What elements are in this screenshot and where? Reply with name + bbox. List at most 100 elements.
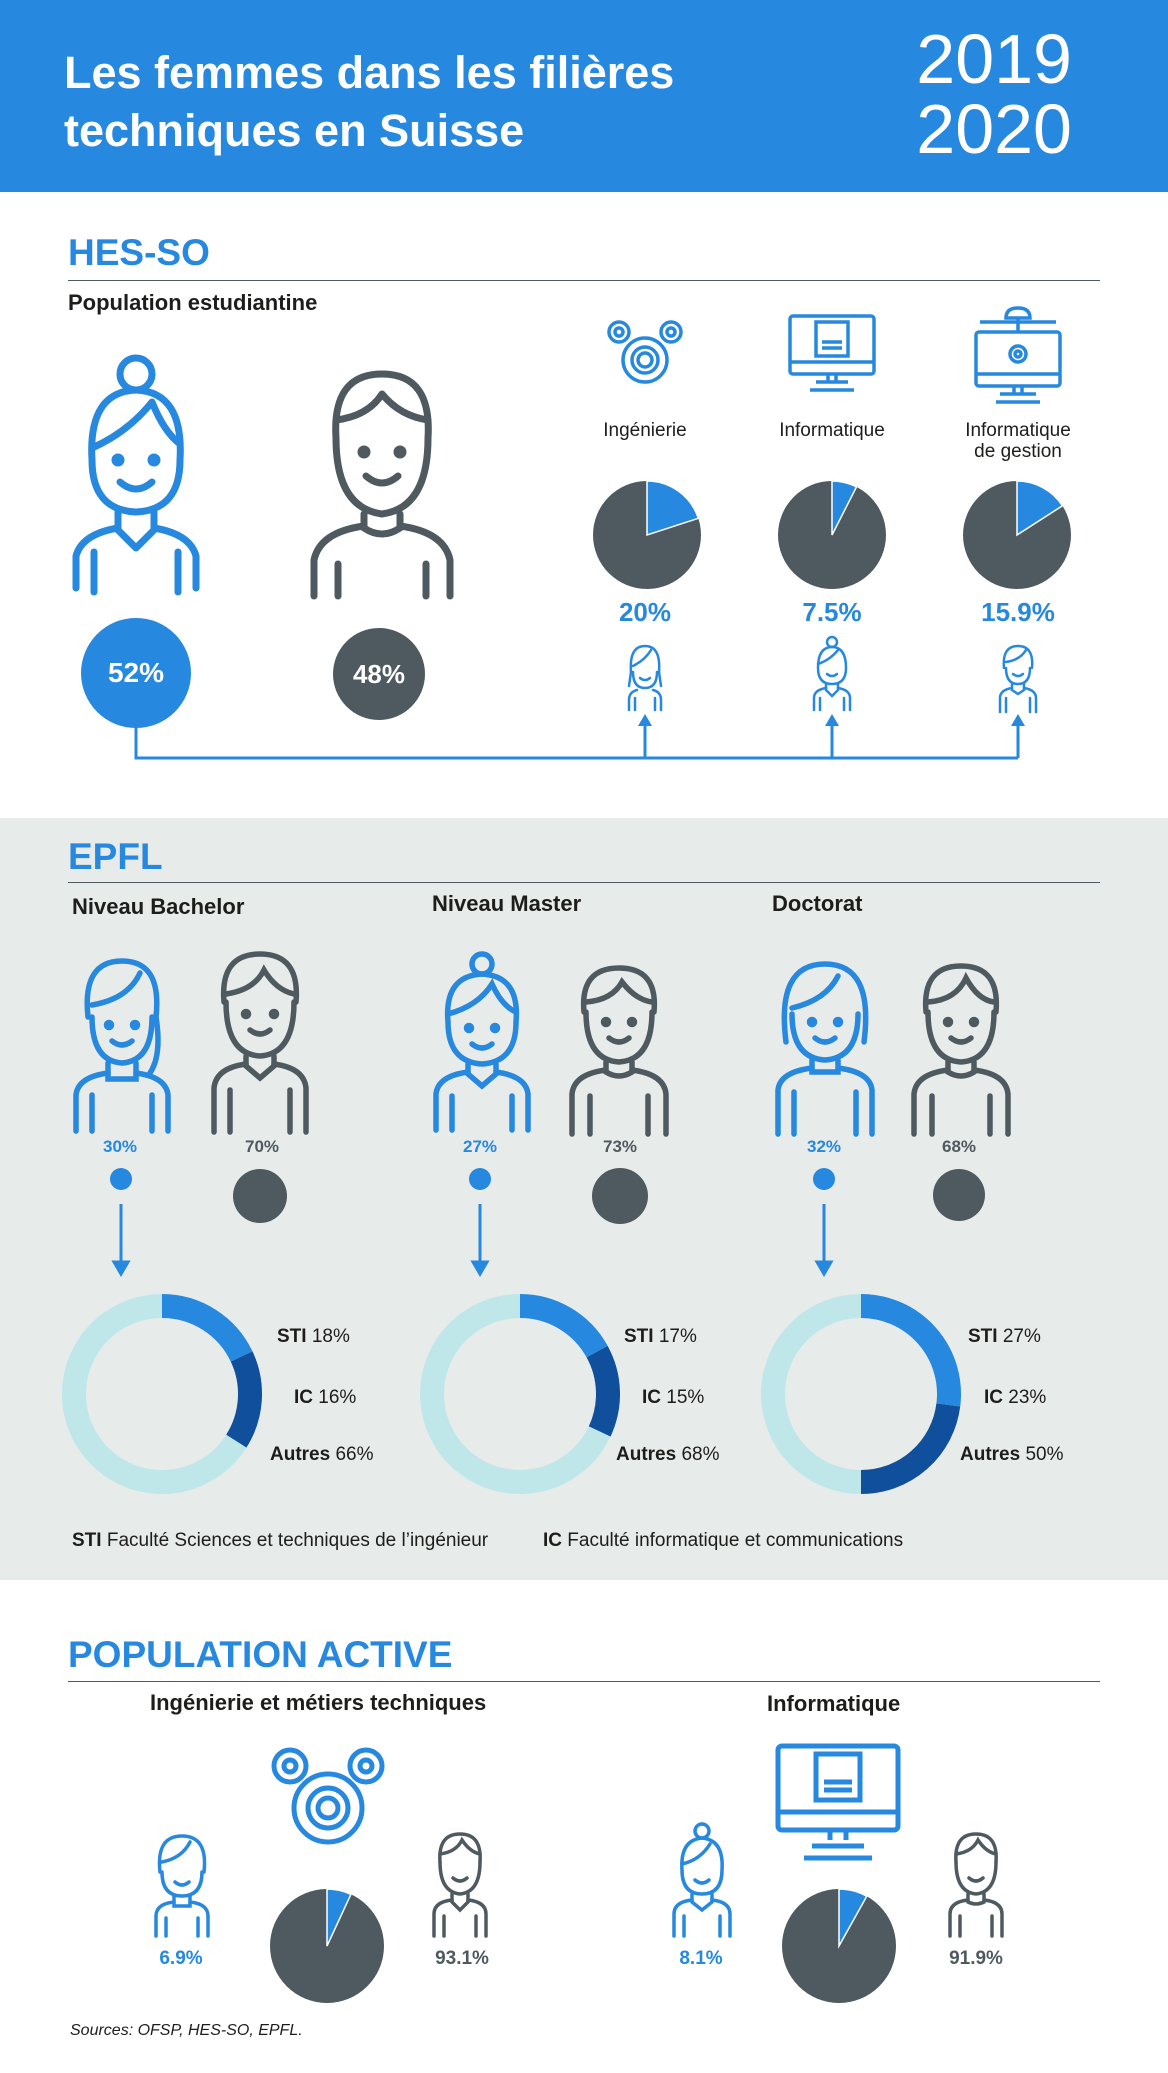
woman-icon: [775, 961, 875, 1137]
hesso-subtitle: Population estudiantine: [68, 290, 318, 315]
autres-segment: [420, 1294, 611, 1494]
sti-pct: 27%: [1002, 1326, 1041, 1347]
level-title-doctorat: Doctorat: [772, 891, 863, 916]
men-dot: [592, 1168, 648, 1224]
active-eng-women-pct: 6.9%: [159, 1948, 203, 1969]
monitor-code-icon: [775, 1743, 901, 1861]
hesso-section-title: HES-SO: [68, 232, 210, 273]
doctorat-women-pct: 32%: [806, 1137, 842, 1156]
autres-pct: 50%: [1025, 1444, 1064, 1465]
master-ic-label: IC 15%: [642, 1387, 704, 1409]
autres-abbr: Autres: [616, 1444, 677, 1465]
field-pie: [963, 480, 1071, 589]
active-title-engineering: Ingénierie et métiers techniques: [150, 1690, 487, 1715]
autres-pct: 66%: [335, 1444, 374, 1465]
hesso-field-pies: [593, 480, 1071, 589]
epfl-dots-arrows: [110, 1168, 985, 1277]
sti-segment: [860, 1294, 961, 1407]
sti-abbr: STI: [277, 1326, 307, 1347]
men-pct-circle: 48%: [333, 628, 425, 720]
ic-segment: [225, 1351, 262, 1448]
bachelor-women-pct: 30%: [102, 1137, 138, 1156]
legend-sti-text: Faculté Sciences et techniques de l’ingé…: [106, 1530, 489, 1551]
woman-small-icon: [672, 1822, 732, 1938]
faculty-donut: [761, 1294, 961, 1494]
active-engineering-pie-women-slice: [326, 1888, 352, 1947]
doctorat-ic-label: IC 23%: [984, 1387, 1046, 1409]
legend-ic-text: Faculté informatique et communications: [567, 1530, 904, 1551]
ic-pct: 23%: [1008, 1387, 1047, 1408]
hesso-connector: [134, 714, 1025, 760]
active-info-women-pct: 8.1%: [679, 1948, 723, 1969]
epfl-donuts: [62, 1294, 961, 1494]
master-men-pct: 73%: [602, 1137, 638, 1156]
sti-pct: 17%: [658, 1326, 697, 1347]
monitor-code-icon: [788, 314, 876, 392]
autres-segment: [62, 1294, 247, 1494]
bachelor-sti-label: STI 18%: [277, 1326, 350, 1348]
autres-segment: [761, 1294, 862, 1494]
woman-small-icon: [627, 644, 663, 712]
faculty-donut: [420, 1294, 620, 1494]
ic-segment: [586, 1345, 620, 1437]
active-title-informatique: Informatique: [767, 1691, 901, 1716]
doctorat-sti-label: STI 27%: [968, 1326, 1041, 1348]
active-info-men-pct: 91.9%: [949, 1948, 1003, 1969]
monitor-network-icon: [974, 306, 1062, 404]
field-label-informatique: Informatique: [779, 420, 885, 441]
ic-segment: [860, 1403, 961, 1494]
man-icon: [569, 965, 669, 1137]
master-women-pct: 27%: [462, 1137, 498, 1156]
women-pct-circle: 52%: [81, 618, 191, 728]
ic-abbr: IC: [642, 1387, 661, 1408]
active-section-title: POPULATION ACTIVE: [68, 1634, 453, 1675]
autres-abbr: Autres: [270, 1444, 331, 1465]
woman-small-icon: [154, 1834, 210, 1938]
legend-ic: IC Faculté informatique et communication…: [543, 1530, 903, 1552]
title-line-2: techniques en Suisse: [64, 105, 525, 156]
doctorat-men-pct: 68%: [941, 1137, 977, 1156]
gears-icon: [607, 320, 683, 384]
men-dot: [933, 1169, 985, 1221]
women-dot: [813, 1168, 835, 1190]
epfl-divider: [68, 882, 1100, 883]
bachelor-ic-label: IC 16%: [294, 1387, 356, 1409]
autres-pct: 68%: [681, 1444, 720, 1465]
level-title-master: Niveau Master: [432, 891, 582, 916]
women-dot: [110, 1168, 132, 1190]
woman-icon: [73, 958, 171, 1134]
man-icon: [211, 951, 309, 1135]
ic-pct: 15%: [666, 1387, 705, 1408]
autres-abbr: Autres: [960, 1444, 1021, 1465]
women-pct-label: 52%: [107, 657, 165, 688]
master-sti-label: STI 17%: [624, 1326, 697, 1348]
active-informatique-pie-women-slice: [838, 1888, 868, 1949]
legend-sti: STI Faculté Sciences et techniques de l’…: [72, 1530, 488, 1552]
sti-segment: [161, 1294, 253, 1363]
page-title: Les femmes dans les filières techniques …: [64, 44, 744, 160]
legend-sti-abbr: STI: [72, 1530, 102, 1551]
woman-small-icon: [812, 635, 852, 712]
legend-ic-abbr: IC: [543, 1530, 562, 1551]
field-label-ingenierie: Ingénierie: [603, 420, 687, 441]
man-icon: [310, 370, 454, 600]
active-divider: [68, 1681, 1100, 1682]
sti-pct: 18%: [311, 1326, 350, 1347]
woman-icon: [72, 354, 200, 596]
field-pie-women-slice: [1016, 480, 1064, 537]
man-small-icon: [432, 1832, 488, 1938]
year-range: 2019 2020: [916, 24, 1072, 164]
bachelor-men-pct: 70%: [244, 1137, 280, 1156]
field-pie: [593, 480, 701, 589]
men-dot: [233, 1169, 287, 1223]
man-icon: [911, 963, 1011, 1137]
field-pct-informatique-gestion: 15.9%: [981, 597, 1055, 627]
ic-abbr: IC: [984, 1387, 1003, 1408]
gears-icon: [271, 1747, 385, 1845]
year-start: 2019: [916, 20, 1072, 98]
sti-abbr: STI: [624, 1326, 654, 1347]
master-autres-label: Autres 68%: [616, 1444, 720, 1466]
bachelor-autres-label: Autres 66%: [270, 1444, 374, 1466]
field-pie: [778, 480, 886, 589]
doctorat-autres-label: Autres 50%: [960, 1444, 1064, 1466]
